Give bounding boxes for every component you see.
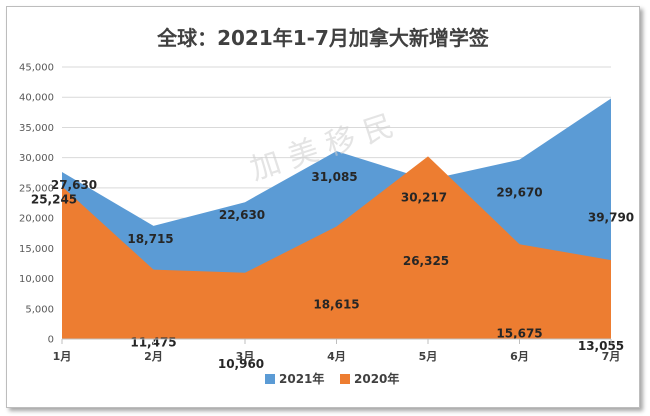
- data-label-2021: 31,085: [311, 170, 357, 184]
- y-tick-label: 45,000: [19, 63, 54, 74]
- data-label-2020: 25,245: [31, 192, 77, 206]
- data-label-2021: 29,670: [496, 186, 542, 200]
- data-label-2021: 26,325: [403, 254, 449, 268]
- y-tick-label: 25,000: [19, 183, 54, 194]
- x-tick-label: 6月: [510, 350, 529, 363]
- data-label-2021: 39,790: [588, 210, 634, 224]
- data-label-2021: 27,630: [51, 178, 97, 192]
- y-axis: 0 5,000 10,000 15,000 20,000 25,000 30,000 35,0…: [19, 63, 54, 346]
- legend-label-2021: 2021年: [279, 371, 324, 386]
- chart-title: 全球：2021年1-7月加拿大新增学签: [156, 26, 490, 50]
- y-tick-label: 5,000: [25, 304, 54, 315]
- x-tick-label: 4月: [327, 350, 346, 363]
- x-tick-label: 7月: [602, 350, 621, 363]
- data-label-2020: 18,615: [313, 297, 359, 311]
- x-tick-label: 1月: [53, 350, 72, 363]
- x-tick-label: 3月: [236, 350, 255, 363]
- area-series-2020: [62, 156, 611, 339]
- y-tick-label: 20,000: [19, 214, 54, 225]
- y-tick-label: 40,000: [19, 93, 54, 104]
- x-tick-label: 5月: [419, 350, 438, 363]
- area-series: [62, 98, 611, 340]
- data-label-2020: 30,217: [401, 190, 447, 204]
- data-label-2020: 13,055: [578, 339, 624, 353]
- legend-swatch-2020: [340, 374, 350, 384]
- area-chart: 全球：2021年1-7月加拿大新增学签 加 美 移 民 27,63018,715…: [19, 26, 634, 386]
- legend-label-2020: 2020年: [354, 371, 399, 386]
- y-tick-label: 0: [48, 335, 54, 346]
- legend: 2021年 2020年: [265, 371, 399, 386]
- data-label-2021: 22,630: [219, 208, 265, 222]
- data-label-2021: 18,715: [127, 232, 173, 246]
- data-label-2020: 10,960: [218, 357, 264, 371]
- x-axis: 1月 2月 3月 4月 5月 6月 7月: [53, 338, 621, 363]
- chart-frame: 全球：2021年1-7月加拿大新增学签 加 美 移 民 27,630 18,715…: [6, 6, 640, 408]
- y-tick-label: 10,000: [19, 274, 54, 285]
- legend-swatch-2021: [265, 374, 275, 384]
- data-label-2020: 15,675: [496, 326, 542, 340]
- x-tick-label: 2月: [144, 350, 163, 363]
- y-tick-label: 30,000: [19, 153, 54, 164]
- y-tick-label: 35,000: [19, 123, 54, 134]
- y-tick-label: 15,000: [19, 244, 54, 255]
